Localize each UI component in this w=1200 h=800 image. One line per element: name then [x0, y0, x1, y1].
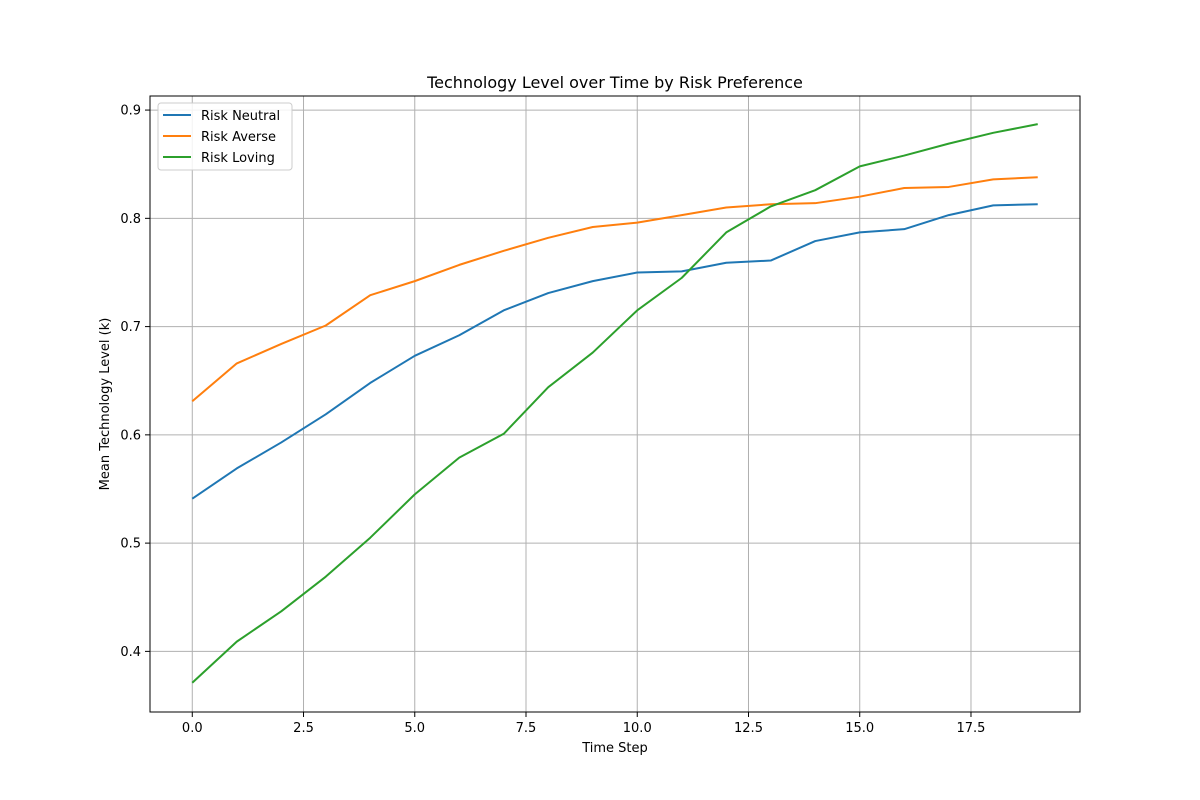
y-axis-label: Mean Technology Level (k) — [98, 318, 113, 491]
x-tick-label: 15.0 — [845, 721, 874, 736]
x-tick-label: 2.5 — [293, 721, 314, 736]
y-tick-label: 0.7 — [120, 320, 141, 335]
series-lines — [191, 123, 1038, 684]
x-tick-label: 12.5 — [734, 721, 763, 736]
x-axis-label: Time Step — [581, 741, 648, 756]
legend: Risk Neutral Risk Averse Risk Loving — [157, 102, 293, 171]
y-axis-ticks: 0.4 0.5 0.6 0.7 0.8 0.9 — [120, 104, 150, 660]
x-tick-label: 7.5 — [516, 721, 537, 736]
x-tick-label: 17.5 — [957, 721, 986, 736]
grid — [150, 96, 1080, 712]
y-tick-label: 0.5 — [120, 537, 141, 552]
x-tick-label: 10.0 — [623, 721, 652, 736]
x-tick-label: 0.0 — [182, 721, 203, 736]
series-line-risk-averse — [191, 176, 1038, 403]
y-tick-label: 0.9 — [120, 104, 141, 119]
chart-title: Technology Level over Time by Risk Prefe… — [426, 73, 803, 92]
x-tick-label: 5.0 — [404, 721, 425, 736]
y-tick-label: 0.6 — [120, 428, 141, 443]
series-line-risk-loving — [191, 123, 1038, 684]
legend-entry: Risk Averse — [201, 130, 276, 145]
y-tick-label: 0.4 — [120, 645, 141, 660]
y-tick-label: 0.8 — [120, 212, 141, 227]
legend-entry: Risk Neutral — [201, 109, 280, 124]
legend-box — [157, 102, 293, 171]
series-line-risk-neutral — [191, 203, 1038, 500]
x-axis-ticks: 0.0 2.5 5.0 7.5 10.0 12.5 15.0 17.5 — [182, 712, 986, 736]
plot-frame — [149, 95, 1081, 713]
legend-entry: Risk Loving — [201, 151, 275, 166]
